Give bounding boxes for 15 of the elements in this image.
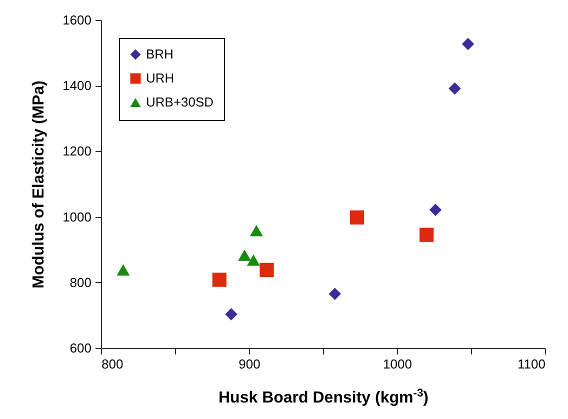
legend-label: URH (146, 70, 174, 86)
legend-label: BRH (146, 46, 174, 62)
legend-label: URB+30SD (146, 94, 214, 110)
x-tick-label: 800 (102, 356, 124, 372)
x-axis-title: Husk Board Density (kgm$^{-3}$) (218, 388, 428, 406)
y-tick-label: 1600 (62, 12, 92, 28)
y-tick-label: 600 (70, 340, 92, 356)
y-tick-label: 1400 (62, 78, 92, 94)
y-tick-label: 800 (70, 274, 92, 290)
y-tick-label: 1200 (62, 144, 92, 159)
y-tick-label: 1000 (62, 209, 92, 224)
x-tick-label: 900 (238, 356, 260, 372)
x-tick-label: 1100 (518, 356, 546, 372)
y-axis-title: Modulus of Elasticity (MPa) (30, 80, 48, 289)
x-tick-label: 1000 (383, 356, 412, 372)
